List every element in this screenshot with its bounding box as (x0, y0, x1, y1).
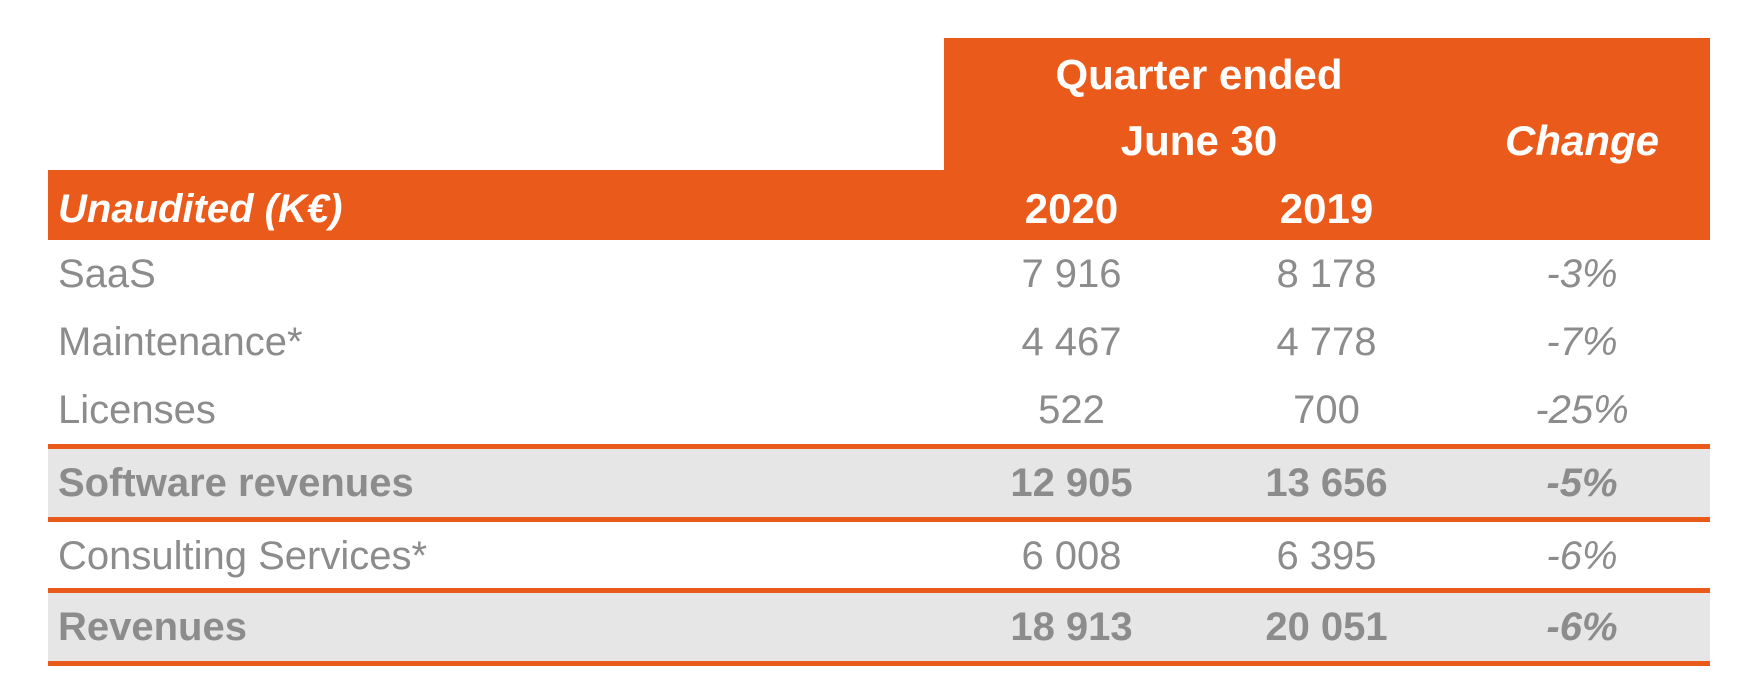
table-row-consulting-services: Consulting Services* 6 008 6 395 -6% (48, 522, 1710, 590)
row-value-2019: 700 (1293, 388, 1360, 432)
row-change: -6% (1546, 534, 1618, 578)
row-label: Revenues (58, 605, 247, 649)
table-row-saas: SaaS 7 916 8 178 -3% (48, 240, 1710, 308)
table-row-maintenance: Maintenance* 4 467 4 778 -7% (48, 308, 1710, 376)
header-change: Change (1504, 117, 1659, 164)
header-unaudited-label: Unaudited (K€) (58, 187, 343, 231)
row-change: -3% (1546, 252, 1618, 296)
row-value-2020: 6 008 (1021, 534, 1122, 578)
row-change: -6% (1546, 605, 1618, 649)
row-change: -5% (1546, 461, 1618, 505)
row-label: Software revenues (58, 461, 414, 505)
row-value-2019: 8 178 (1276, 252, 1377, 296)
header-quarter-ended: Quarter ended (1055, 51, 1343, 98)
row-label: SaaS (58, 252, 156, 296)
row-value-2019: 13 656 (1265, 461, 1388, 505)
row-value-2020: 7 916 (1021, 252, 1122, 296)
divider-line (48, 661, 1710, 666)
row-label: Consulting Services* (58, 534, 428, 578)
row-value-2020: 18 913 (1010, 605, 1133, 649)
table-row-software-revenues: Software revenues 12 905 13 656 -5% (48, 449, 1710, 517)
table-row-revenues: Revenues 18 913 20 051 -6% (48, 593, 1710, 661)
header-band (48, 170, 1710, 240)
header-band-top (944, 38, 1710, 170)
divider-line (48, 517, 1710, 522)
divider-line (48, 588, 1710, 593)
row-label: Licenses (58, 388, 216, 432)
row-change: -7% (1546, 320, 1618, 364)
row-value-2020: 4 467 (1021, 320, 1122, 364)
header-year-2020: 2020 (1024, 185, 1119, 232)
divider-line (48, 444, 1710, 449)
row-value-2020: 522 (1038, 388, 1105, 432)
row-value-2019: 4 778 (1276, 320, 1377, 364)
row-label: Maintenance* (58, 320, 303, 364)
row-value-2019: 6 395 (1276, 534, 1377, 578)
row-value-2020: 12 905 (1010, 461, 1133, 505)
header-june-30: June 30 (1120, 117, 1278, 164)
row-value-2019: 20 051 (1265, 605, 1388, 649)
table-row-licenses: Licenses 522 700 -25% (48, 376, 1710, 444)
header-year-2019: 2019 (1279, 185, 1374, 232)
row-change: -25% (1535, 388, 1629, 432)
